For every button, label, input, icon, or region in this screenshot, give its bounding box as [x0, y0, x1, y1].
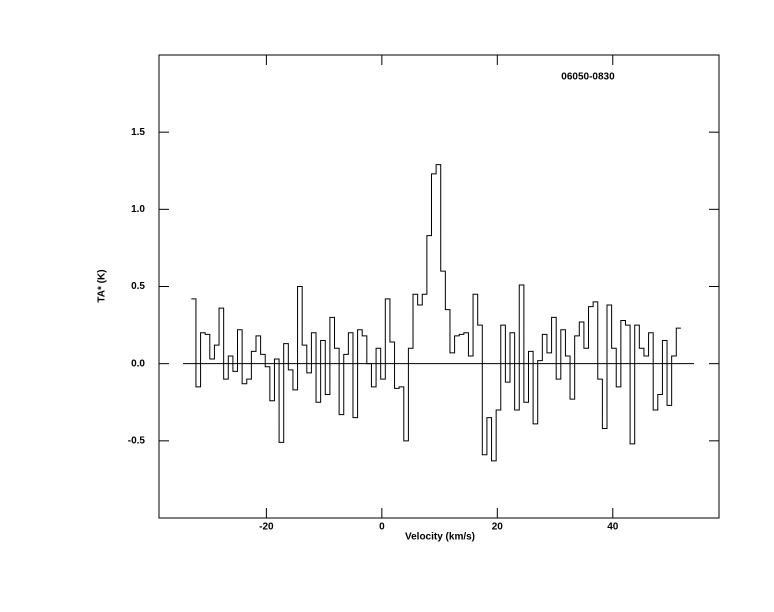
- y-tick-label: -0.5: [128, 435, 146, 446]
- plot-frame: [158, 54, 720, 519]
- y-axis-label: TA* (K): [97, 269, 108, 302]
- x-tick-label: 40: [607, 522, 619, 533]
- x-tick-label: 20: [492, 522, 504, 533]
- y-tick-label: 1.5: [131, 127, 145, 138]
- y-tick-label: 0.0: [131, 358, 145, 369]
- x-tick-label: -20: [259, 522, 274, 533]
- y-tick-label: 0.5: [131, 281, 145, 292]
- x-tick-label: 0: [379, 522, 385, 533]
- annotation: 06050-0830: [561, 72, 615, 83]
- y-tick-label: 1.0: [131, 204, 145, 215]
- x-axis-label: Velocity (km/s): [405, 532, 475, 543]
- spectrum-line: [191, 164, 681, 462]
